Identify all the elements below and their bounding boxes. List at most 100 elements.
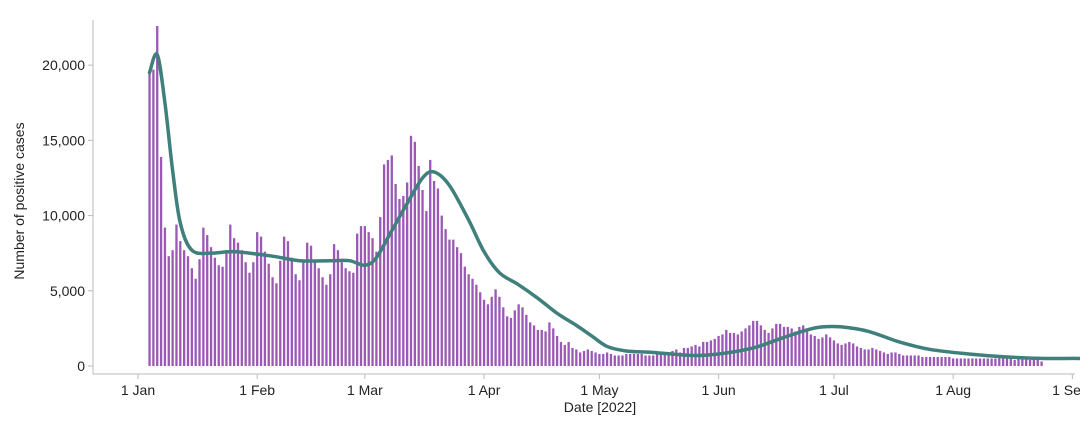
- bar: [256, 232, 259, 366]
- bar: [1028, 359, 1032, 366]
- bar: [951, 358, 955, 366]
- bar: [244, 262, 247, 366]
- bar: [190, 268, 193, 366]
- bar: [482, 299, 486, 366]
- bar: [382, 164, 386, 366]
- bar: [317, 268, 320, 366]
- bar: [471, 278, 474, 366]
- bar: [505, 316, 509, 366]
- bar: [175, 224, 178, 366]
- bar: [782, 326, 786, 366]
- bar: [652, 355, 655, 366]
- bar: [398, 199, 401, 366]
- bar: [744, 328, 747, 366]
- bar: [1005, 358, 1009, 366]
- bar: [494, 289, 497, 366]
- bar: [579, 352, 582, 366]
- bar: [463, 266, 466, 366]
- bar: [667, 353, 670, 366]
- bar: [452, 239, 455, 366]
- y-axis-title: Number of positive cases: [11, 122, 27, 279]
- bar: [286, 241, 290, 366]
- bar: [198, 259, 201, 366]
- bar: [936, 356, 939, 366]
- bar: [813, 335, 816, 366]
- x-tick-label: 1 Aug: [935, 382, 971, 398]
- bar: [917, 355, 920, 366]
- bar: [590, 350, 593, 366]
- bar: [356, 233, 359, 366]
- bar: [998, 356, 1001, 366]
- bar: [536, 329, 540, 366]
- bar: [436, 188, 440, 366]
- bar: [421, 189, 424, 366]
- bar: [644, 355, 647, 366]
- bar: [921, 356, 924, 366]
- bar: [725, 329, 728, 366]
- bar: [678, 352, 682, 366]
- bar: [167, 256, 170, 366]
- bar: [206, 235, 209, 366]
- bar: [459, 253, 463, 366]
- x-tick-label: 1 May: [580, 382, 618, 398]
- bar: [621, 355, 624, 366]
- bar: [598, 353, 601, 366]
- bar: [825, 334, 828, 366]
- bar: [521, 307, 524, 366]
- bar: [306, 242, 309, 366]
- bar: [1040, 361, 1043, 366]
- bar: [882, 352, 886, 366]
- x-tick-label: 1 Jul: [819, 382, 849, 398]
- bar: [479, 292, 482, 366]
- bar: [767, 332, 770, 366]
- bar: [836, 343, 839, 366]
- bar: [498, 296, 501, 366]
- bar: [802, 325, 805, 366]
- bar: [394, 183, 397, 366]
- bar: [552, 328, 555, 366]
- bar: [955, 358, 959, 366]
- bar: [632, 353, 636, 366]
- bar: [225, 250, 228, 366]
- bar: [875, 349, 878, 366]
- x-axis-title: Date [2022]: [564, 399, 636, 415]
- bar: [259, 236, 263, 366]
- bar: [925, 356, 928, 366]
- bar: [894, 352, 897, 366]
- bar: [640, 353, 643, 366]
- bar: [425, 211, 428, 366]
- bar: [432, 180, 436, 366]
- bar: [902, 355, 905, 366]
- bar: [663, 353, 666, 366]
- bar: [555, 335, 559, 366]
- y-tick-label: 10,000: [42, 208, 85, 224]
- bar: [625, 353, 628, 366]
- bar: [1021, 358, 1024, 366]
- bar: [294, 274, 297, 366]
- bar: [1001, 356, 1005, 366]
- bar: [975, 358, 978, 366]
- bar: [148, 71, 151, 367]
- bar: [267, 263, 270, 366]
- bar: [221, 266, 224, 366]
- bar: [375, 251, 378, 366]
- bar: [209, 247, 213, 366]
- bar: [913, 355, 916, 366]
- x-tick-label: 1 Feb: [239, 382, 275, 398]
- bar: [486, 304, 490, 366]
- bar: [309, 245, 313, 366]
- bar: [298, 280, 301, 366]
- x-tick-label: 1 Mar: [347, 382, 383, 398]
- bar: [990, 358, 993, 366]
- bar: [848, 341, 851, 366]
- bar: [609, 353, 613, 366]
- bar: [748, 325, 751, 366]
- axes: [92, 20, 1075, 375]
- bar: [571, 347, 574, 366]
- bar: [240, 250, 243, 366]
- bar: [509, 317, 513, 366]
- bar: [336, 250, 340, 366]
- bar: [636, 353, 640, 366]
- bar: [717, 335, 720, 366]
- bar: [613, 355, 616, 366]
